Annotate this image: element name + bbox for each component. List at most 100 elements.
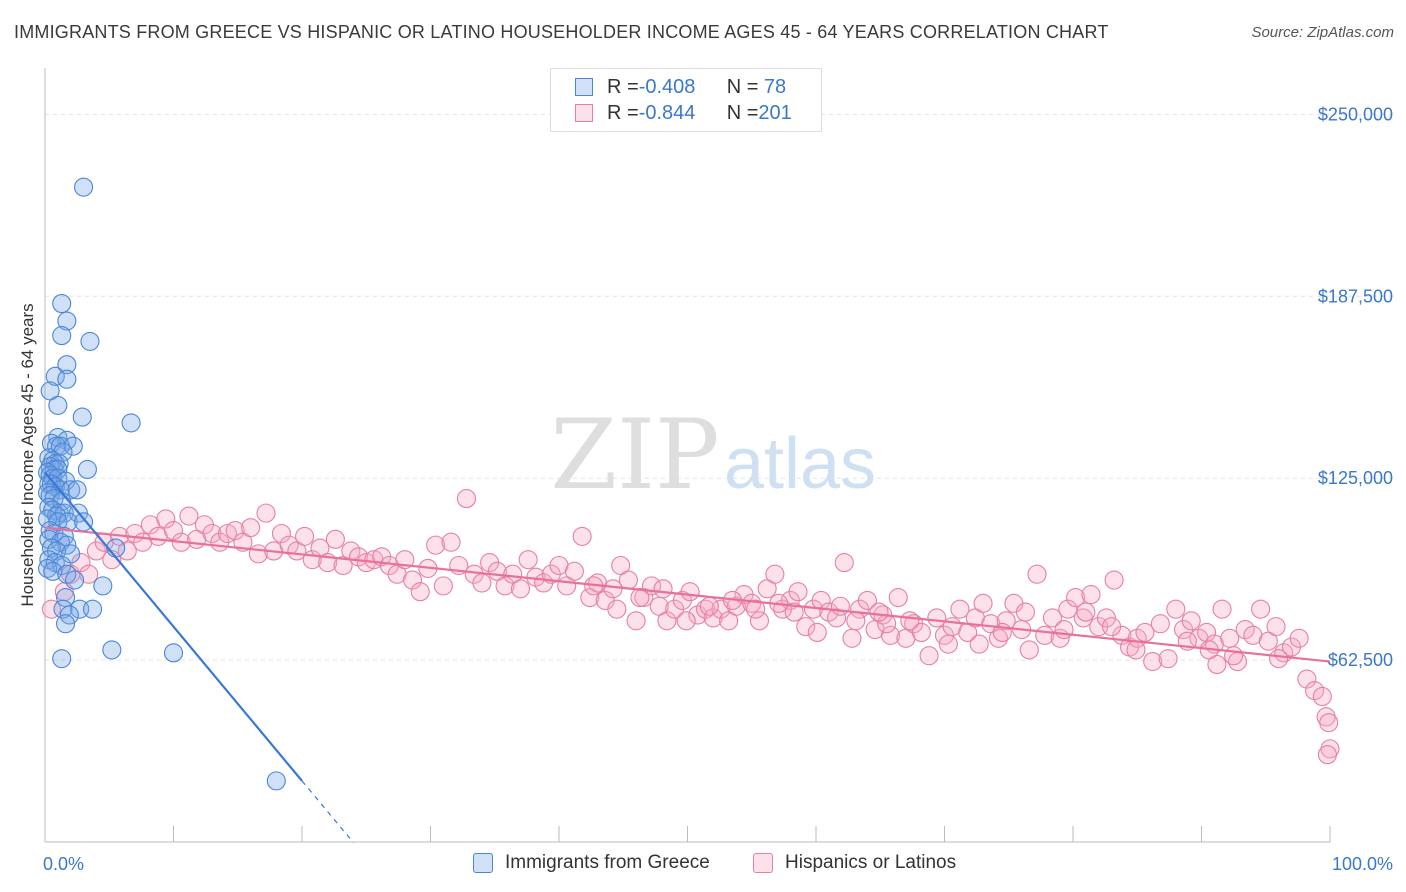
- chart-source: Source: ZipAtlas.com: [1251, 24, 1394, 41]
- data-point: [271, 523, 291, 544]
- data-point: [1035, 625, 1055, 645]
- x-tick-min: 0.0%: [43, 854, 84, 874]
- data-point: [441, 532, 461, 552]
- data-point: [1269, 649, 1289, 669]
- axes: [44, 68, 1331, 843]
- data-point: [52, 294, 72, 314]
- data-point: [57, 369, 77, 389]
- data-point: [699, 596, 719, 616]
- data-point: [680, 582, 700, 602]
- data-point: [784, 602, 804, 622]
- data-point: [869, 602, 889, 622]
- data-point: [256, 503, 276, 523]
- data-point: [1015, 602, 1036, 622]
- legend: R = -0.408 N = 78 R = -0.844 N = 201: [550, 68, 822, 132]
- y-tick-label: $187,500: [1318, 286, 1393, 306]
- data-point: [456, 489, 477, 509]
- y-tick-label: $62,500: [1328, 650, 1393, 670]
- bottom-legend-label: Hispanics or Latinos: [785, 852, 957, 873]
- data-point: [121, 413, 141, 433]
- data-point: [41, 538, 61, 558]
- data-point: [426, 535, 446, 555]
- data-point: [241, 518, 261, 538]
- data-point: [846, 611, 866, 631]
- data-point: [65, 570, 85, 590]
- data-point: [43, 561, 63, 581]
- data-point: [842, 628, 862, 648]
- data-point: [156, 509, 176, 529]
- data-point: [1019, 640, 1039, 660]
- bottom-legend-hispanic[interactable]: Hispanics or Latinos: [753, 852, 956, 874]
- data-point: [38, 558, 58, 578]
- data-point: [676, 611, 696, 631]
- data-point: [74, 512, 94, 532]
- data-point: [82, 599, 103, 619]
- data-point: [919, 646, 939, 666]
- data-point: [657, 611, 677, 631]
- data-point: [79, 564, 99, 584]
- data-point: [807, 622, 827, 642]
- data-point: [433, 576, 453, 596]
- data-point: [1143, 652, 1163, 672]
- data-point: [57, 311, 77, 331]
- legend-swatch-blue: [473, 853, 493, 873]
- x-tick-max: 100.0%: [1332, 854, 1393, 874]
- data-point: [996, 611, 1016, 631]
- data-point: [266, 771, 286, 791]
- data-point: [217, 523, 238, 544]
- legend-r-label: R =: [607, 75, 639, 98]
- legend-swatch-blue: [575, 78, 593, 96]
- data-point: [74, 177, 94, 197]
- data-point: [1126, 640, 1146, 660]
- legend-n-value: 78: [758, 75, 787, 98]
- data-point: [1319, 713, 1339, 733]
- data-point: [1224, 646, 1244, 666]
- data-point: [1081, 585, 1101, 605]
- data-point: [888, 587, 908, 608]
- data-point: [102, 640, 122, 660]
- data-point: [1289, 628, 1309, 648]
- data-point: [830, 596, 850, 616]
- data-point: [1317, 745, 1337, 765]
- data-point: [248, 544, 268, 564]
- legend-row-greece: R = -0.408 N = 78: [575, 74, 786, 100]
- bottom-legend: Immigrants from Greece Hispanics or Lati…: [0, 850, 1406, 878]
- data-point: [102, 550, 122, 570]
- data-point: [325, 529, 345, 549]
- data-point: [1054, 619, 1074, 640]
- data-point: [1266, 617, 1286, 637]
- bottom-legend-greece[interactable]: Immigrants from Greece: [473, 852, 710, 874]
- data-point: [72, 407, 92, 427]
- data-point: [1251, 599, 1271, 619]
- watermark: ZIP atlas: [550, 399, 876, 511]
- data-point: [765, 564, 785, 584]
- legend-r-value: -0.408: [638, 75, 696, 98]
- data-point: [57, 355, 77, 375]
- data-point: [630, 587, 650, 608]
- data-point: [52, 649, 72, 669]
- y-tick-labels: $62,500 $125,000 $187,500 $250,000: [1318, 104, 1393, 670]
- data-point: [796, 617, 816, 637]
- data-point: [510, 579, 531, 599]
- data-point: [969, 634, 989, 654]
- data-point: [402, 570, 423, 590]
- data-point: [1066, 587, 1086, 608]
- data-point: [1312, 686, 1332, 707]
- data-point: [1212, 599, 1232, 619]
- data-point: [1181, 611, 1201, 631]
- data-point: [67, 480, 87, 500]
- y-axis-label: Householder Income Ages 45 - 64 years: [18, 303, 37, 606]
- data-point: [607, 599, 627, 619]
- data-point: [857, 590, 877, 610]
- data-point: [1102, 617, 1122, 637]
- data-point: [746, 599, 766, 619]
- data-point: [163, 643, 184, 663]
- data-point: [179, 506, 199, 526]
- data-point: [295, 526, 315, 546]
- grid: [45, 113, 1395, 661]
- data-point: [472, 573, 492, 593]
- legend-row-hispanic: R = -0.844 N = 201: [575, 100, 792, 126]
- legend-r-label: R =: [607, 101, 639, 124]
- data-point: [41, 599, 61, 619]
- data-point: [93, 576, 113, 596]
